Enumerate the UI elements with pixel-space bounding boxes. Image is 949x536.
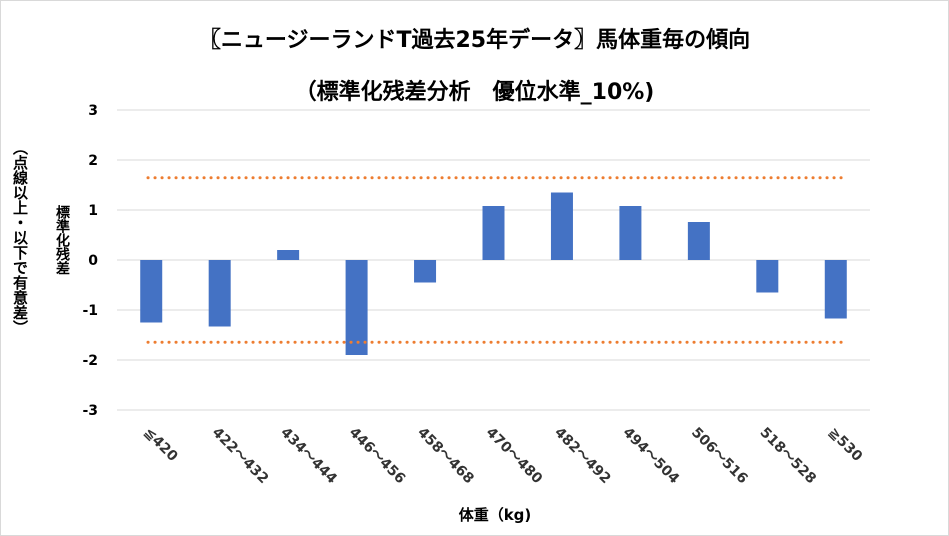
bar: [824, 260, 847, 319]
x-tick-label: 470～480: [483, 425, 546, 488]
bar: [414, 260, 437, 283]
y-tick-label: 2: [88, 153, 98, 169]
bar: [345, 260, 368, 355]
chart-title: 〖ニュージーランドT過去25年データ〗馬体重毎の傾向: [198, 28, 751, 53]
bar: [619, 206, 642, 260]
x-tick-label: 494～504: [620, 425, 683, 488]
y-tick-label: -3: [82, 403, 98, 419]
x-tick-label: 518～528: [756, 425, 819, 488]
x-tick-label: 422～432: [209, 425, 272, 488]
chart-subtitle: （標準化残差分析 優位水準_10%): [294, 80, 655, 105]
bar: [208, 260, 231, 327]
bar: [550, 192, 573, 260]
x-tick-label: 446～456: [346, 425, 409, 488]
x-tick-label: 434～444: [277, 425, 340, 488]
bar: [687, 222, 710, 260]
x-tick-label: 506～516: [688, 425, 751, 488]
y-tick-label: 3: [88, 103, 98, 119]
x-axis-label: 体重（kg): [459, 506, 532, 524]
bar: [756, 260, 779, 293]
y-axis-note: （点線以上・以下で有意差）: [11, 140, 29, 335]
bar: [482, 206, 505, 260]
x-tick-label: ≦420: [140, 425, 180, 465]
y-tick-label: 1: [88, 203, 98, 219]
bar: [277, 250, 300, 260]
y-tick-label: -2: [82, 353, 98, 369]
y-tick-label: -1: [82, 303, 98, 319]
bar: [140, 260, 163, 323]
x-tick-label: ≧530: [825, 425, 865, 465]
y-axis-label: 標準化残差: [54, 205, 70, 275]
x-tick-label: 482～492: [551, 425, 614, 488]
x-tick-label: 458～468: [414, 425, 477, 488]
y-tick-label: 0: [88, 253, 98, 269]
